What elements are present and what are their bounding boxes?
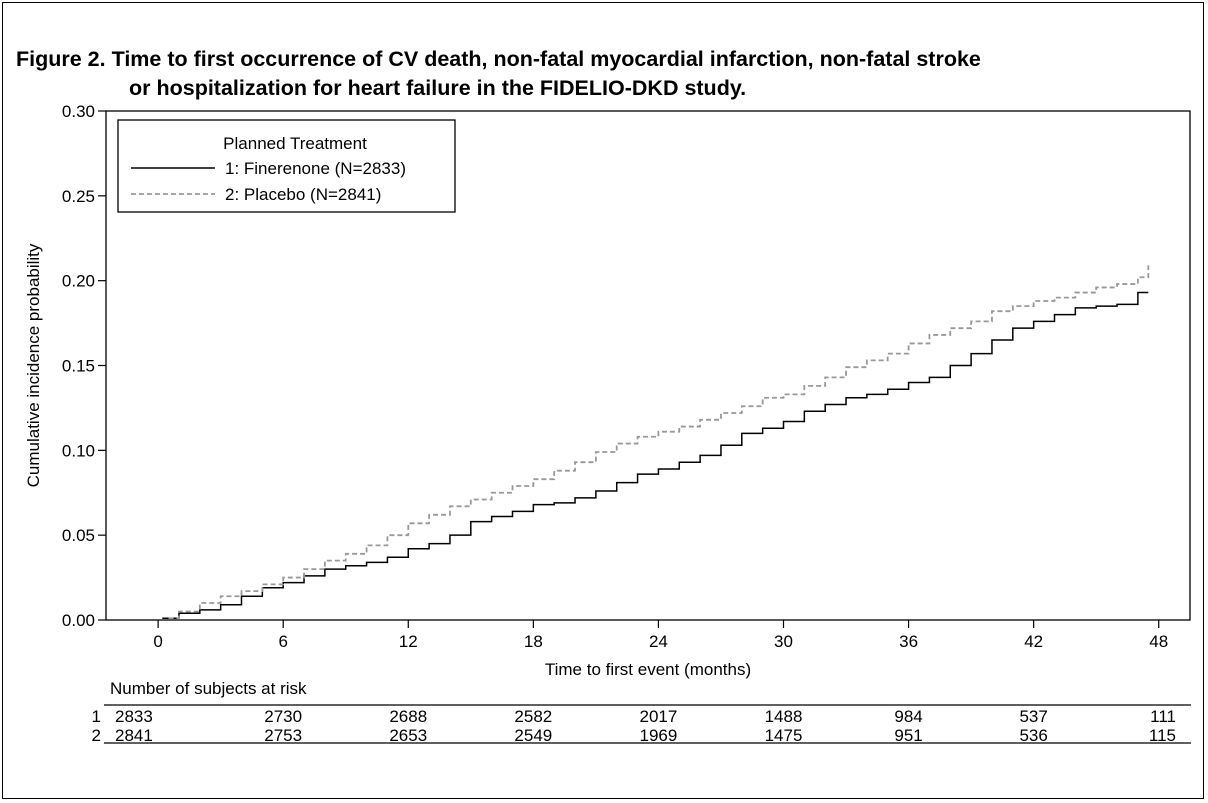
y-axis: 0.00 0.05 0.10 0.15 0.20 0.25 0.30 Cumulative i… — [24, 102, 106, 630]
x-tick-label: 18 — [524, 632, 543, 651]
x-tick-label: 12 — [399, 632, 418, 651]
figure-title-line1: Figure 2. Time to first occurrence of CV… — [16, 47, 981, 71]
risk-cell: 111 — [1150, 707, 1176, 726]
figure-title-line2: or hospitalization for heart failure in … — [129, 76, 747, 100]
x-axis: 0 6 12 18 24 30 36 42 48 Time to first event (mon… — [153, 620, 1168, 679]
risk-cell: 536 — [1019, 726, 1047, 745]
legend-title: Planned Treatment — [223, 134, 367, 153]
risk-cell: 2688 — [389, 707, 427, 726]
risk-cell: 1969 — [640, 726, 678, 745]
y-tick-label: 0.15 — [62, 357, 95, 376]
figure-title: Figure 2. Time to first occurrence of CV… — [16, 45, 981, 103]
risk-cell: 2833 — [115, 707, 153, 726]
legend: Planned Treatment 1: Finerenone (N=2833) 2… — [117, 119, 456, 213]
x-tick-label: 42 — [1024, 632, 1043, 651]
legend-entry: 1: Finerenone (N=2833) — [225, 159, 406, 178]
series-finerenone-line — [162, 291, 1149, 620]
risk-cell: 2653 — [389, 726, 427, 745]
risk-cell: 2753 — [264, 726, 302, 745]
risk-cell: 984 — [894, 707, 922, 726]
x-tick-label: 24 — [649, 632, 668, 651]
x-tick-label: 0 — [153, 632, 162, 651]
risk-cell: 1488 — [765, 707, 803, 726]
risk-table-title: Number of subjects at risk — [110, 679, 307, 698]
y-tick-label: 0.20 — [62, 272, 95, 291]
x-tick-label: 6 — [278, 632, 287, 651]
y-tick-label: 0.05 — [62, 526, 95, 545]
y-axis-label: Cumulative incidence probability — [24, 243, 43, 487]
x-tick-label: 48 — [1149, 632, 1168, 651]
x-axis-label: Time to first event (months) — [545, 660, 751, 679]
x-tick-label: 30 — [774, 632, 793, 651]
risk-cell: 2841 — [115, 726, 153, 745]
legend-entry: 2: Placebo (N=2841) — [225, 185, 381, 204]
risk-row-label: 1 — [92, 707, 101, 726]
y-tick-label: 0.10 — [62, 441, 95, 460]
risk-cell: 2582 — [514, 707, 552, 726]
risk-cell: 1475 — [765, 726, 803, 745]
series-placebo-line — [168, 265, 1150, 620]
risk-cell: 951 — [894, 726, 922, 745]
risk-row-label: 2 — [92, 726, 101, 745]
legend-box — [117, 119, 456, 213]
risk-cell: 2730 — [264, 707, 302, 726]
series-layer — [162, 265, 1150, 620]
y-tick-label: 0.00 — [62, 611, 95, 630]
y-tick-label: 0.25 — [62, 187, 95, 206]
risk-cell: 115 — [1149, 726, 1176, 745]
risk-cell: 2549 — [514, 726, 552, 745]
risk-cell: 2017 — [640, 707, 678, 726]
risk-cell: 537 — [1019, 707, 1047, 726]
y-tick-label: 0.30 — [62, 102, 95, 121]
x-tick-label: 36 — [899, 632, 918, 651]
